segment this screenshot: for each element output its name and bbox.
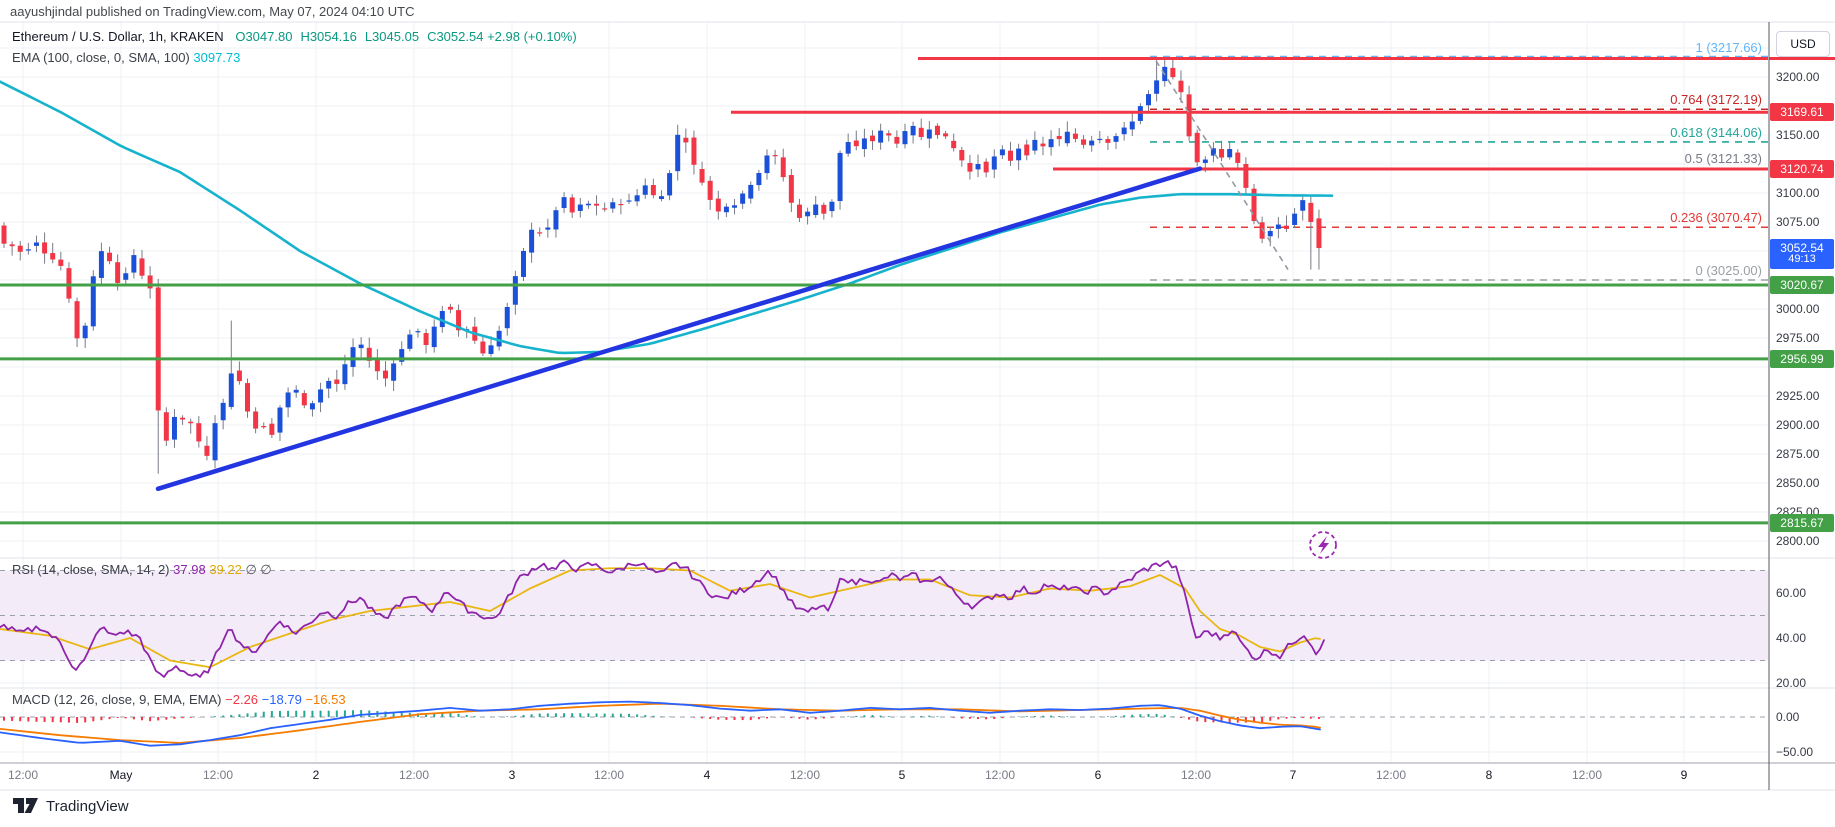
lightning-marker[interactable]: [1309, 531, 1337, 559]
price-axis-label[interactable]: 3150.00: [1776, 128, 1820, 142]
rsi-band-values: ∅ ∅: [245, 562, 272, 577]
fib-level-label: 0.236 (3070.47): [1670, 210, 1762, 226]
rsi-legend[interactable]: RSI (14, close, SMA, 14, 2) 37.98 39.22 …: [12, 562, 272, 578]
symbol-legend[interactable]: Ethereum / U.S. Dollar, 1h, KRAKEN O3047…: [12, 29, 577, 44]
rsi-ma-value: 39.22: [209, 562, 242, 577]
time-axis-label[interactable]: 12:00: [593, 768, 625, 782]
ascending-trendline: [155, 166, 1203, 492]
price-axis-label[interactable]: 2850.00: [1776, 476, 1820, 490]
time-axis-label[interactable]: 8: [1485, 768, 1493, 782]
fib-level-label: 0.618 (3144.06): [1670, 124, 1762, 140]
fib-level-label: 1 (3217.66): [1695, 39, 1763, 55]
ohlc-o-value: O3047.80: [235, 29, 293, 44]
time-axis-label[interactable]: 7: [1289, 768, 1297, 782]
time-axis-label[interactable]: 12:00: [1375, 768, 1407, 782]
rsi-axis-label[interactable]: 20.00: [1776, 676, 1807, 690]
price-axis-label[interactable]: 3200.00: [1776, 70, 1820, 84]
macd-signal-value: −16.53: [305, 692, 346, 707]
fib-level-label: 0.5 (3121.33): [1684, 151, 1762, 167]
time-axis-label[interactable]: 12:00: [202, 768, 234, 782]
price-axis-label[interactable]: 3000.00: [1776, 302, 1820, 316]
watermark-text: TradingView: [46, 797, 129, 815]
price-axis-label[interactable]: 2900.00: [1776, 418, 1820, 432]
ema-label: EMA (100, close, 0, SMA, 100): [12, 50, 190, 65]
macd-axis-label[interactable]: −50.00: [1776, 745, 1814, 759]
price-badge: 3169.61: [1770, 103, 1834, 122]
price-badge: 2815.67: [1770, 513, 1834, 532]
change-value: +2.98 (+0.10%): [487, 29, 577, 44]
price-axis-label[interactable]: 3100.00: [1776, 186, 1820, 200]
time-axis-label[interactable]: 4: [703, 768, 711, 782]
time-axis-label[interactable]: 2: [312, 768, 320, 782]
projection-dashed-line: [1155, 60, 1289, 270]
time-axis-label[interactable]: 12:00: [984, 768, 1016, 782]
published-line: aayushjindal published on TradingView.co…: [10, 4, 415, 19]
price-badge: 3020.67: [1770, 276, 1834, 295]
time-axis-label[interactable]: 12:00: [7, 768, 39, 782]
time-axis-label[interactable]: 9: [1680, 768, 1688, 782]
price-axis-label[interactable]: 2800.00: [1776, 534, 1820, 548]
price-axis-label[interactable]: 3075.00: [1776, 215, 1820, 229]
price-badge: 3120.74: [1770, 159, 1834, 178]
tradingview-watermark[interactable]: TradingView: [13, 797, 129, 815]
ohlc-values: O3047.80 H3054.16 L3045.05 C3052.54: [227, 29, 483, 44]
macd-hist-value: −2.26: [225, 692, 259, 707]
rsi-axis-label[interactable]: 60.00: [1776, 586, 1807, 600]
tradingview-logo-icon: [13, 798, 38, 813]
fib-level-label: 0 (3025.00): [1695, 263, 1763, 278]
macd-label: MACD (12, 26, close, 9, EMA, EMA): [12, 692, 222, 707]
candles: [1, 57, 1322, 474]
rsi-axis-label[interactable]: 40.00: [1776, 631, 1807, 645]
currency-toggle-button[interactable]: USD: [1776, 31, 1830, 57]
rsi-label: RSI (14, close, SMA, 14, 2): [12, 562, 170, 577]
macd-value: −18.79: [261, 692, 302, 707]
ohlc-h-value: H3054.16: [300, 29, 357, 44]
price-badge: 2956.99: [1770, 349, 1834, 368]
rsi-value: 37.98: [173, 562, 206, 577]
macd-legend[interactable]: MACD (12, 26, close, 9, EMA, EMA) −2.26 …: [12, 692, 346, 707]
price-axis-label[interactable]: 2975.00: [1776, 331, 1820, 345]
price-badge: 3052.54 49:13: [1770, 239, 1834, 270]
time-axis-label[interactable]: 12:00: [398, 768, 430, 782]
ema-value: 3097.73: [193, 50, 241, 65]
time-axis-label[interactable]: 5: [898, 768, 906, 782]
time-axis-label[interactable]: 3: [508, 768, 516, 782]
time-axis-label[interactable]: 12:00: [1571, 768, 1603, 782]
ohlc-l-value: L3045.05: [364, 29, 420, 44]
time-axis-label[interactable]: 12:00: [789, 768, 821, 782]
time-axis-label[interactable]: 12:00: [1180, 768, 1212, 782]
time-axis-label[interactable]: 6: [1094, 768, 1102, 782]
time-axis-label[interactable]: May: [109, 768, 133, 782]
symbol-title[interactable]: Ethereum / U.S. Dollar, 1h, KRAKEN: [12, 29, 224, 44]
ohlc-c-value: C3052.54: [427, 29, 484, 44]
price-axis-label[interactable]: 2925.00: [1776, 389, 1820, 403]
price-axis-label[interactable]: 2875.00: [1776, 447, 1820, 461]
fib-level-label: 0.764 (3172.19): [1670, 92, 1762, 108]
ema-legend[interactable]: EMA (100, close, 0, SMA, 100) 3097.73: [12, 50, 240, 65]
countdown-timer: 49:13: [1788, 253, 1816, 266]
macd-axis-label[interactable]: 0.00: [1776, 710, 1800, 724]
